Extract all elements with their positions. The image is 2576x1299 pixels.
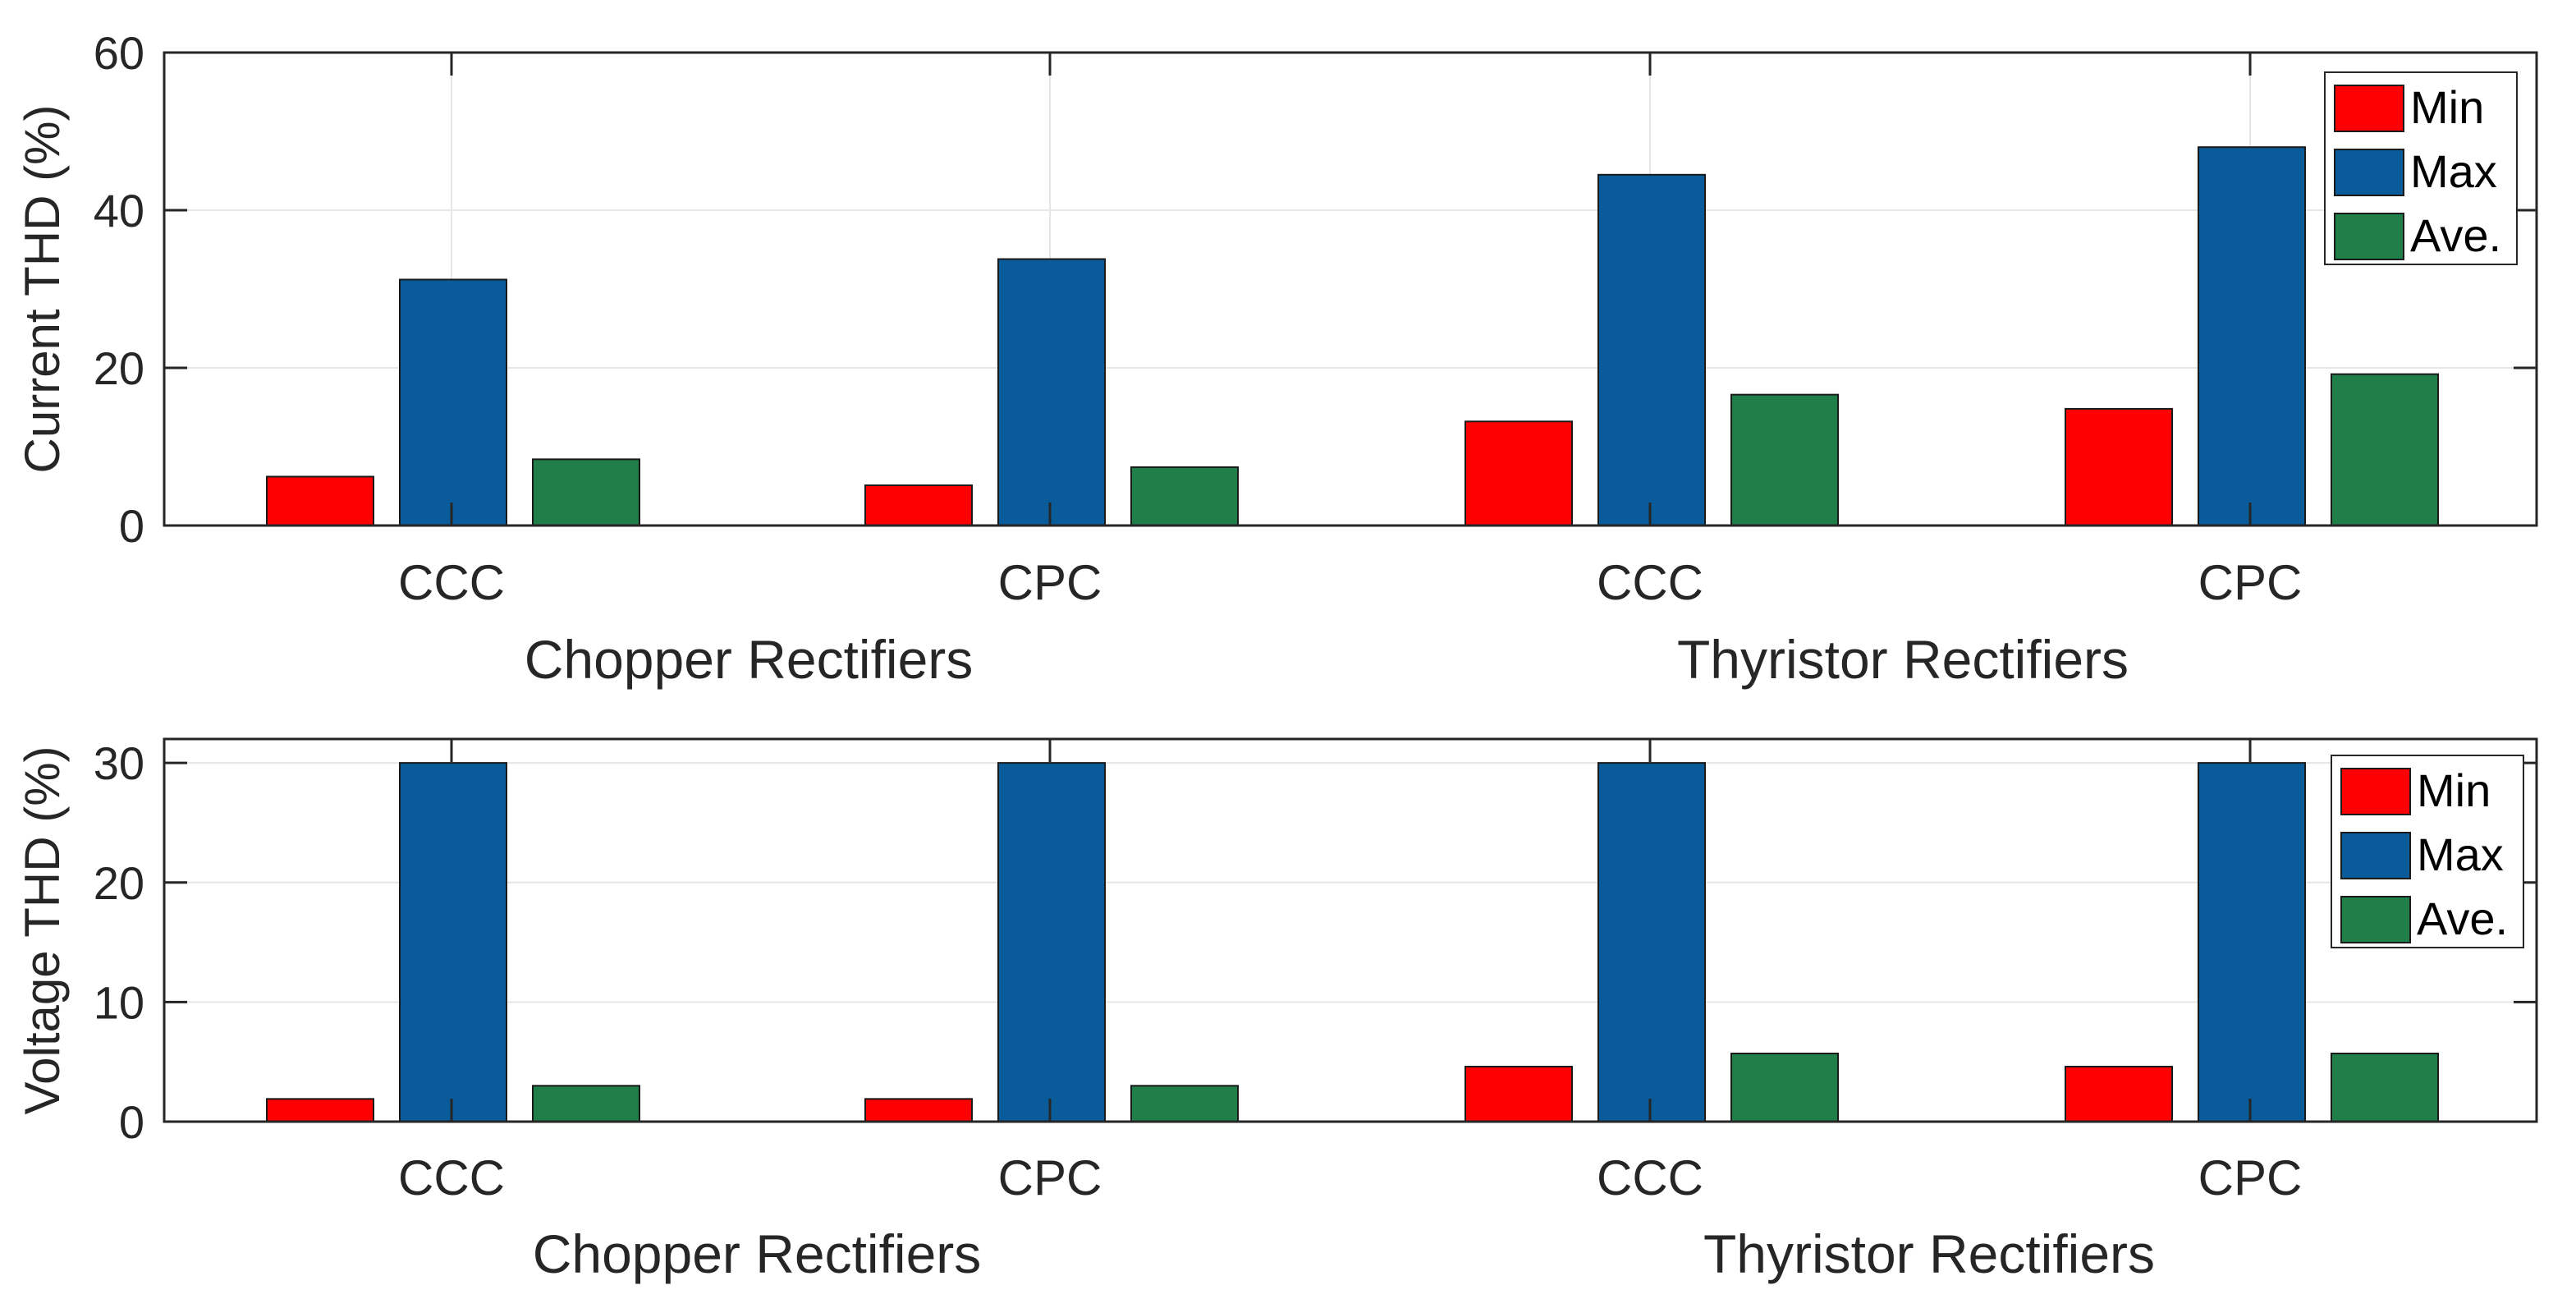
x-tick-label: CPC [2198,555,2303,610]
y-tick-label: 60 [94,27,144,79]
bar-max-4 [2198,146,2306,526]
bar-min-3 [1464,420,1573,527]
y-tick-label: 30 [94,737,144,789]
chart-panel-2: 0 10 20 30 CCC CPC CCC CPC Chopper Rectifiers Thy… [15,737,2538,1284]
bar-min-4 [2065,1066,2173,1122]
y-tick-label: 20 [94,857,144,909]
x-tick-label: CCC [1597,1150,1703,1205]
bar-max-4 [2198,762,2306,1122]
chart-panel-1: 0 20 40 60 CCC CPC CCC CPC Chopper Rectifiers Thy… [15,27,2538,690]
x-tick-label: CPC [2198,1150,2303,1205]
bar-ave-2 [1130,1085,1239,1122]
y-tick-label: 0 [119,500,144,552]
bar-min-4 [2065,407,2173,527]
legend-label: Ave. [2410,209,2501,261]
y-tick-label: 40 [94,185,144,236]
legend: Min Max Ave. [2324,71,2518,265]
legend-label: Min [2410,81,2484,133]
group-label: Thyristor Rectifiers [1703,1223,2155,1284]
legend-label: Max [2410,145,2497,197]
y-axis-label: Voltage THD (%) [15,746,70,1114]
legend-label: Ave. [2417,893,2508,944]
bar-ave-2 [1130,466,1239,527]
bar-min-2 [864,484,973,526]
legend-swatch-ave [2334,213,2404,260]
legend-swatch-max [2334,149,2404,196]
bar-max-1 [399,278,507,526]
bar-ave-4 [2331,373,2439,526]
x-tick-label: CCC [398,1150,505,1205]
legend-swatch-min [2334,85,2404,132]
y-tick-label: 20 [94,342,144,394]
legend-swatch-max [2340,832,2411,879]
x-tick-label: CCC [1597,555,1703,610]
axes-box [163,737,2538,1123]
group-label: Thyristor Rectifiers [1677,629,2129,690]
legend-swatch-ave [2340,896,2411,943]
bar-max-1 [399,762,507,1122]
bar-max-2 [997,258,1106,526]
bar-ave-1 [532,458,640,526]
bar-min-3 [1464,1066,1573,1122]
x-tick-label: CPC [998,1150,1102,1205]
y-axis-label: Current THD (%) [15,105,70,474]
y-tick-label: 0 [119,1096,144,1148]
x-tick-label: CCC [398,555,505,610]
y-tick-label: 10 [94,976,144,1028]
bar-ave-4 [2331,1052,2439,1123]
axes-box [163,51,2538,527]
bar-max-3 [1597,173,1706,527]
group-label: Chopper Rectifiers [533,1223,982,1284]
legend-swatch-min [2340,768,2411,815]
bar-ave-3 [1730,1052,1839,1123]
legend-label: Max [2417,829,2504,880]
plot-area [164,739,2537,1122]
legend-label: Min [2417,764,2491,816]
group-label: Chopper Rectifiers [525,629,974,690]
bar-ave-3 [1730,393,1839,527]
x-tick-label: CPC [998,555,1102,610]
bar-ave-1 [532,1085,640,1122]
bar-max-3 [1597,762,1706,1122]
bar-max-2 [997,762,1106,1122]
legend: Min Max Ave. [2331,755,2524,948]
bar-min-2 [864,1098,973,1123]
bar-min-1 [266,475,374,526]
bar-min-1 [266,1098,374,1123]
plot-area [164,53,2537,526]
